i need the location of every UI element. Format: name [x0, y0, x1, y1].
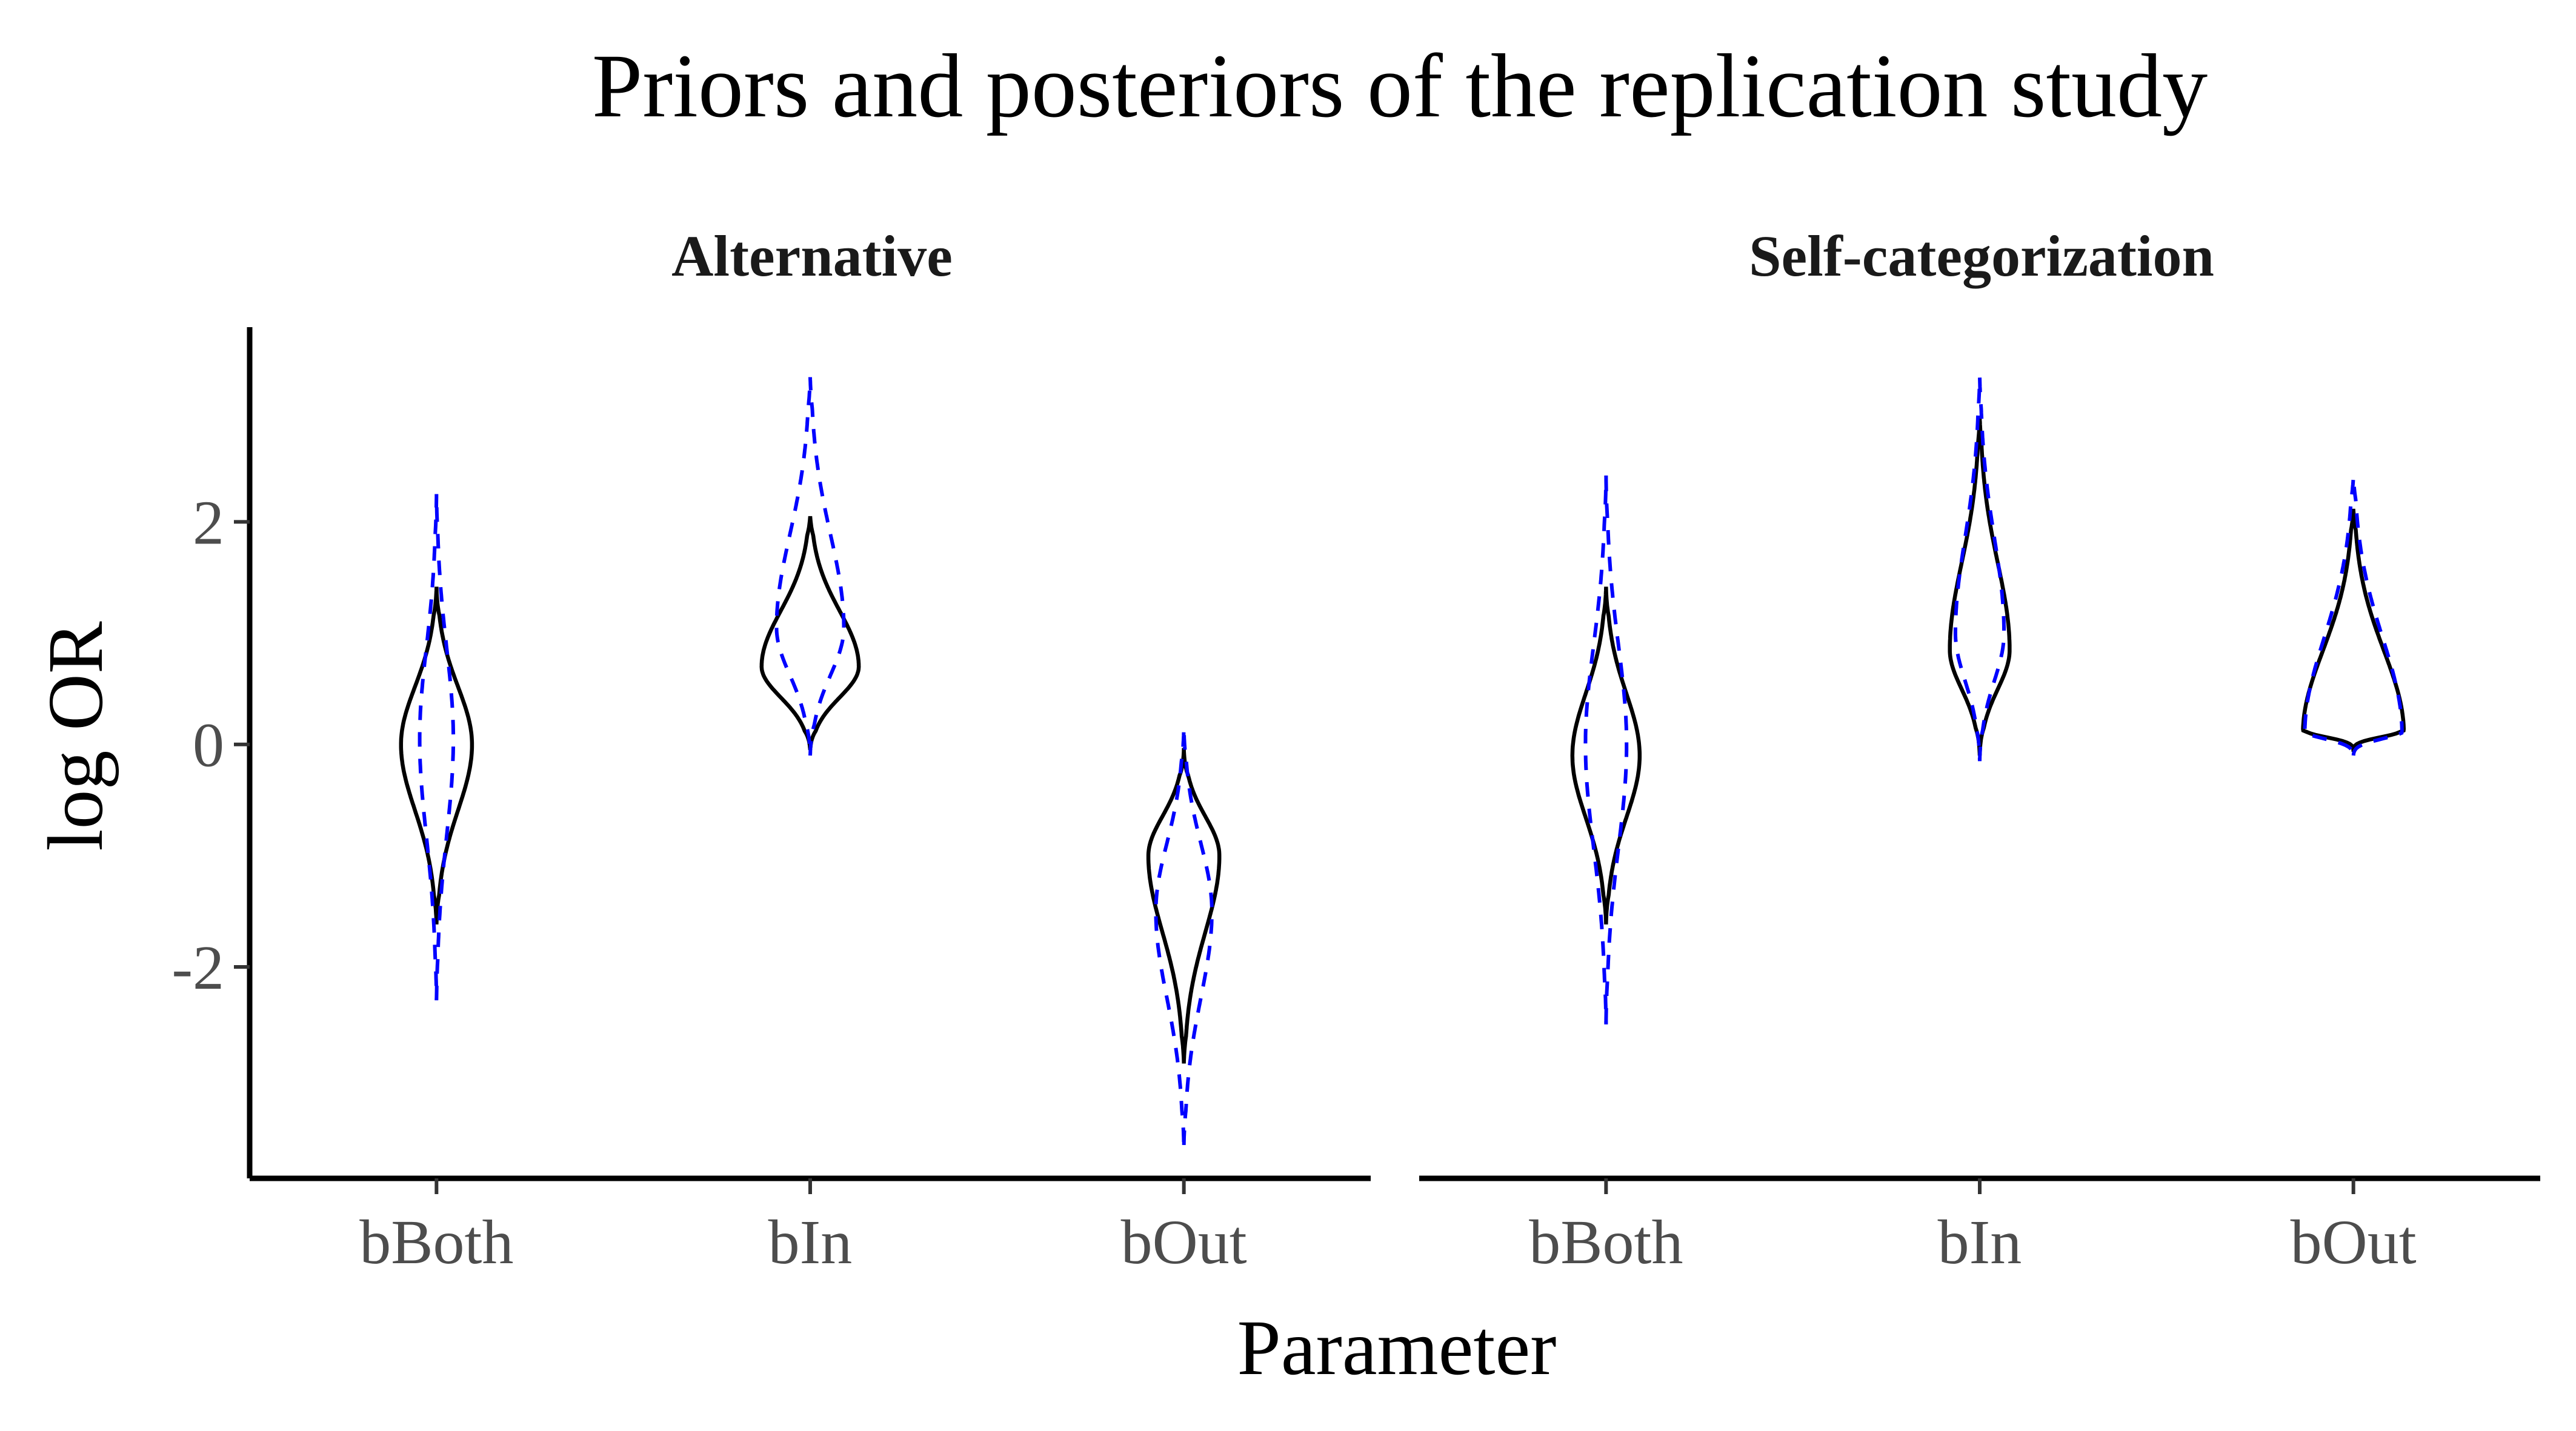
prior-violin-bOut [2303, 475, 2404, 758]
y-tick-label: 0 [193, 711, 224, 780]
prior-violin-bOut [1154, 726, 1214, 1147]
posterior-violin-bOut [2301, 508, 2406, 752]
panel-self-categorization: bBoth bIn bOut [1419, 377, 2540, 1277]
y-tick-label: -2 [171, 933, 224, 1003]
posterior-violin-bBoth [1570, 586, 1642, 925]
panel-strip-self-categorization: Self-categorization [1749, 224, 2214, 288]
x-axis-title: Parameter [1237, 1304, 1557, 1392]
x-tick-label: bIn [768, 1207, 853, 1277]
x-tick-label: bOut [1121, 1207, 1247, 1277]
chart-title: Priors and posteriors of the replication… [592, 36, 2208, 136]
x-tick-label: bIn [1938, 1207, 2022, 1277]
prior-violin-bIn [1953, 377, 2006, 762]
y-axis: -2 0 2 [171, 327, 253, 1178]
posterior-violin-bBoth [399, 586, 474, 925]
panel-alternative: bBoth bIn bOut [250, 377, 1371, 1277]
y-tick-label: 2 [193, 488, 224, 557]
posterior-violin-bOut [1146, 748, 1222, 1064]
panel-strip-alternative: Alternative [671, 224, 953, 288]
y-axis-title: log OR [32, 621, 119, 851]
posterior-violin-bIn [759, 516, 861, 751]
x-tick-label: bOut [2291, 1207, 2417, 1277]
prior-violin-bBoth [418, 494, 456, 1001]
prior-violin-bIn [774, 377, 846, 756]
x-tick-label: bBoth [359, 1207, 513, 1277]
x-tick-label: bBoth [1529, 1207, 1683, 1277]
prior-violin-bBoth [1583, 475, 1629, 1024]
